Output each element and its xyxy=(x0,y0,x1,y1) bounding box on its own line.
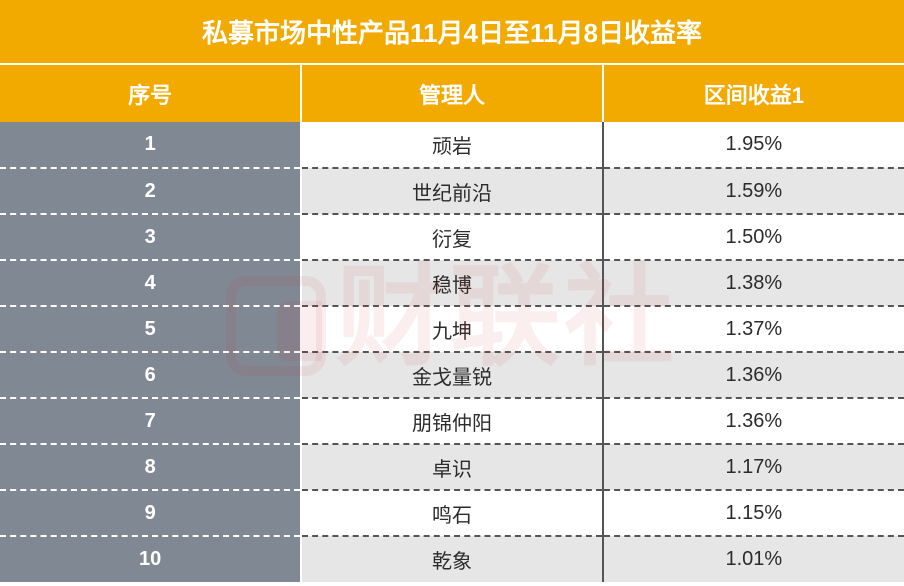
cell-index: 8 xyxy=(0,444,301,490)
cell-index: 1 xyxy=(0,122,301,168)
cell-return: 1.38% xyxy=(603,260,904,306)
cell-index: 4 xyxy=(0,260,301,306)
table-row: 1顽岩1.95% xyxy=(0,122,904,168)
cell-return: 1.36% xyxy=(603,352,904,398)
col-header-index: 序号 xyxy=(0,64,301,122)
cell-return: 1.15% xyxy=(603,490,904,536)
table-row: 7朋锦仲阳1.36% xyxy=(0,398,904,444)
col-header-manager: 管理人 xyxy=(301,64,602,122)
cell-manager: 鸣石 xyxy=(301,490,602,536)
cell-return: 1.37% xyxy=(603,306,904,352)
table-row: 4稳博1.38% xyxy=(0,260,904,306)
table-row: 5九坤1.37% xyxy=(0,306,904,352)
cell-index: 7 xyxy=(0,398,301,444)
cell-index: 5 xyxy=(0,306,301,352)
cell-return: 1.59% xyxy=(603,168,904,214)
table-row: 2世纪前沿1.59% xyxy=(0,168,904,214)
table-header-row: 序号 管理人 区间收益1 xyxy=(0,64,904,122)
cell-return: 1.36% xyxy=(603,398,904,444)
cell-manager: 世纪前沿 xyxy=(301,168,602,214)
col-header-return: 区间收益1 xyxy=(603,64,904,122)
returns-table-container: 私募市场中性产品11月4日至11月8日收益率 序号 管理人 区间收益1 1顽岩1… xyxy=(0,0,904,582)
cell-manager: 朋锦仲阳 xyxy=(301,398,602,444)
table-row: 8卓识1.17% xyxy=(0,444,904,490)
table-row: 10乾象1.01% xyxy=(0,536,904,582)
cell-return: 1.50% xyxy=(603,214,904,260)
cell-return: 1.95% xyxy=(603,122,904,168)
table-title-row: 私募市场中性产品11月4日至11月8日收益率 xyxy=(0,0,904,64)
cell-manager: 衍复 xyxy=(301,214,602,260)
returns-table: 私募市场中性产品11月4日至11月8日收益率 序号 管理人 区间收益1 1顽岩1… xyxy=(0,0,904,582)
cell-index: 2 xyxy=(0,168,301,214)
table-row: 3衍复1.50% xyxy=(0,214,904,260)
table-row: 9鸣石1.15% xyxy=(0,490,904,536)
cell-manager: 九坤 xyxy=(301,306,602,352)
cell-index: 6 xyxy=(0,352,301,398)
table-row: 6金戈量锐1.36% xyxy=(0,352,904,398)
cell-manager: 卓识 xyxy=(301,444,602,490)
cell-manager: 顽岩 xyxy=(301,122,602,168)
cell-manager: 金戈量锐 xyxy=(301,352,602,398)
cell-return: 1.01% xyxy=(603,536,904,582)
cell-index: 9 xyxy=(0,490,301,536)
cell-index: 10 xyxy=(0,536,301,582)
cell-manager: 稳博 xyxy=(301,260,602,306)
cell-index: 3 xyxy=(0,214,301,260)
table-body: 1顽岩1.95%2世纪前沿1.59%3衍复1.50%4稳博1.38%5九坤1.3… xyxy=(0,122,904,582)
cell-manager: 乾象 xyxy=(301,536,602,582)
table-title: 私募市场中性产品11月4日至11月8日收益率 xyxy=(0,0,904,64)
cell-return: 1.17% xyxy=(603,444,904,490)
